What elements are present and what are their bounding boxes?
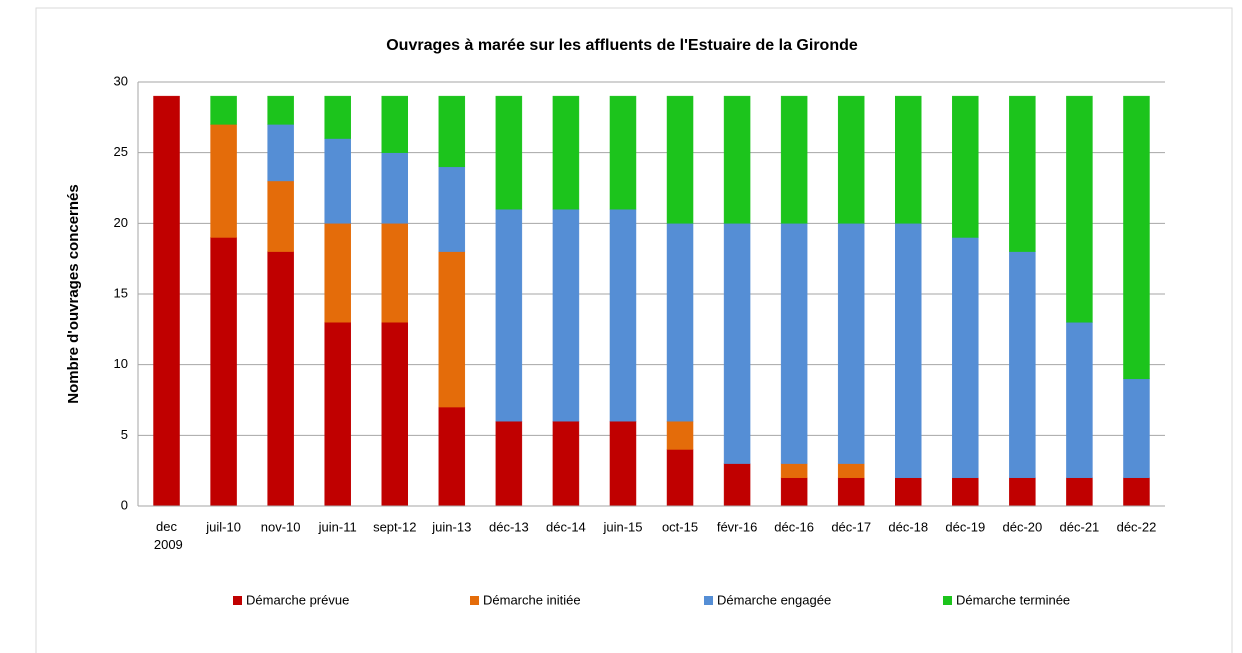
legend-swatch [704, 596, 713, 605]
bar-segment [438, 406, 466, 507]
bar-segment [895, 95, 922, 224]
frame [35, 7, 1233, 653]
bar-segment [267, 180, 294, 252]
bar-segment [267, 124, 294, 182]
bar-segment [381, 223, 408, 323]
legend-swatch [943, 596, 952, 605]
bar-segment [324, 223, 351, 323]
y-tick-label: 20 [114, 215, 128, 230]
bar-segment [210, 237, 237, 507]
x-tick-label: déc-18 [888, 519, 928, 534]
bar-segment [324, 95, 351, 139]
y-tick-label: 25 [114, 144, 128, 159]
bar-segment [1009, 251, 1036, 478]
bar-segment [381, 152, 408, 224]
x-tick-label: dec 2009 [150, 519, 183, 552]
bar-segment [438, 95, 466, 168]
x-tick-label: déc-13 [489, 519, 529, 534]
x-tick-label: déc-19 [945, 519, 985, 534]
bar-segment [666, 420, 694, 450]
legend-swatch [470, 596, 479, 605]
y-axis-label: Nombre d'ouvrages concernés [65, 184, 82, 403]
bar-segment [1066, 95, 1093, 323]
y-tick-label: 15 [114, 285, 128, 300]
bar-segment [952, 237, 979, 478]
bar-segment [1123, 95, 1150, 380]
x-tick-label: févr-16 [717, 519, 757, 534]
legend-label: Démarche initiée [483, 592, 581, 607]
bar-segment [495, 95, 523, 210]
bar-segment [1123, 477, 1150, 507]
bar-segment [324, 322, 351, 507]
x-tick-label: déc-17 [831, 519, 871, 534]
bar-segment [723, 95, 751, 224]
bar-segment [895, 477, 922, 507]
bar-segment [723, 463, 751, 507]
x-tick-label: déc-20 [1002, 519, 1042, 534]
bar-segment [837, 477, 865, 507]
x-tick-label: déc-21 [1060, 519, 1100, 534]
bar-segment [267, 251, 294, 507]
bar-segment [381, 95, 408, 153]
bar-segment [952, 477, 979, 507]
y-tick-label: 10 [114, 356, 128, 371]
bar-segment [552, 208, 580, 422]
bar-segment [438, 166, 466, 252]
bar-segment [1066, 322, 1093, 478]
bar-segment [780, 463, 808, 478]
legend-label: Démarche engagée [717, 592, 831, 607]
bar-segment [153, 95, 180, 507]
x-tick-label: juil-10 [205, 519, 241, 534]
bar-segment [267, 95, 294, 125]
y-tick-label: 0 [121, 497, 128, 512]
bar-segment [1009, 477, 1036, 507]
bar-segment [495, 208, 523, 422]
x-tick-label: juin-15 [602, 519, 642, 534]
bar-segment [1066, 477, 1093, 507]
bar-segment [609, 95, 637, 210]
legend-label: Démarche terminée [956, 592, 1070, 607]
bar-segment [780, 223, 808, 464]
x-tick-label: sept-12 [373, 519, 416, 534]
x-tick-label: nov-10 [261, 519, 301, 534]
bar-segment [666, 223, 694, 422]
bar-segment [438, 251, 466, 408]
bar-segment [495, 420, 523, 507]
bar-segment [666, 449, 694, 507]
x-tick-label: juin-11 [318, 519, 357, 534]
legend-label: Démarche prévue [246, 592, 349, 607]
bar-segment [837, 223, 865, 464]
x-tick-label: oct-15 [662, 519, 698, 534]
y-tick-label: 5 [121, 427, 128, 442]
bar-segment [210, 124, 237, 238]
bar-segment [723, 223, 751, 464]
bar-segment [780, 477, 808, 507]
bar-segment [324, 138, 351, 224]
bar-segment [552, 420, 580, 507]
bar-segment [552, 95, 580, 210]
chart-title: Ouvrages à marée sur les affluents de l'… [386, 37, 858, 54]
bar-segment [952, 95, 979, 238]
legend-swatch [233, 596, 242, 605]
x-tick-label: déc-22 [1117, 519, 1157, 534]
bar-segment [666, 95, 694, 224]
bar-segment [1009, 95, 1036, 252]
x-tick-label: juin-13 [431, 519, 471, 534]
bar-segment [1123, 378, 1150, 478]
bar-segment [609, 208, 637, 422]
bar-segment [210, 95, 237, 125]
x-tick-label: déc-14 [546, 519, 586, 534]
bar-segment [837, 463, 865, 478]
bar-segment [780, 95, 808, 224]
bar-segment [837, 95, 865, 224]
y-tick-label: 30 [114, 73, 128, 88]
bar-segment [609, 420, 637, 507]
x-tick-label: déc-16 [774, 519, 814, 534]
bar-segment [895, 223, 922, 478]
bar-segment [381, 322, 408, 507]
